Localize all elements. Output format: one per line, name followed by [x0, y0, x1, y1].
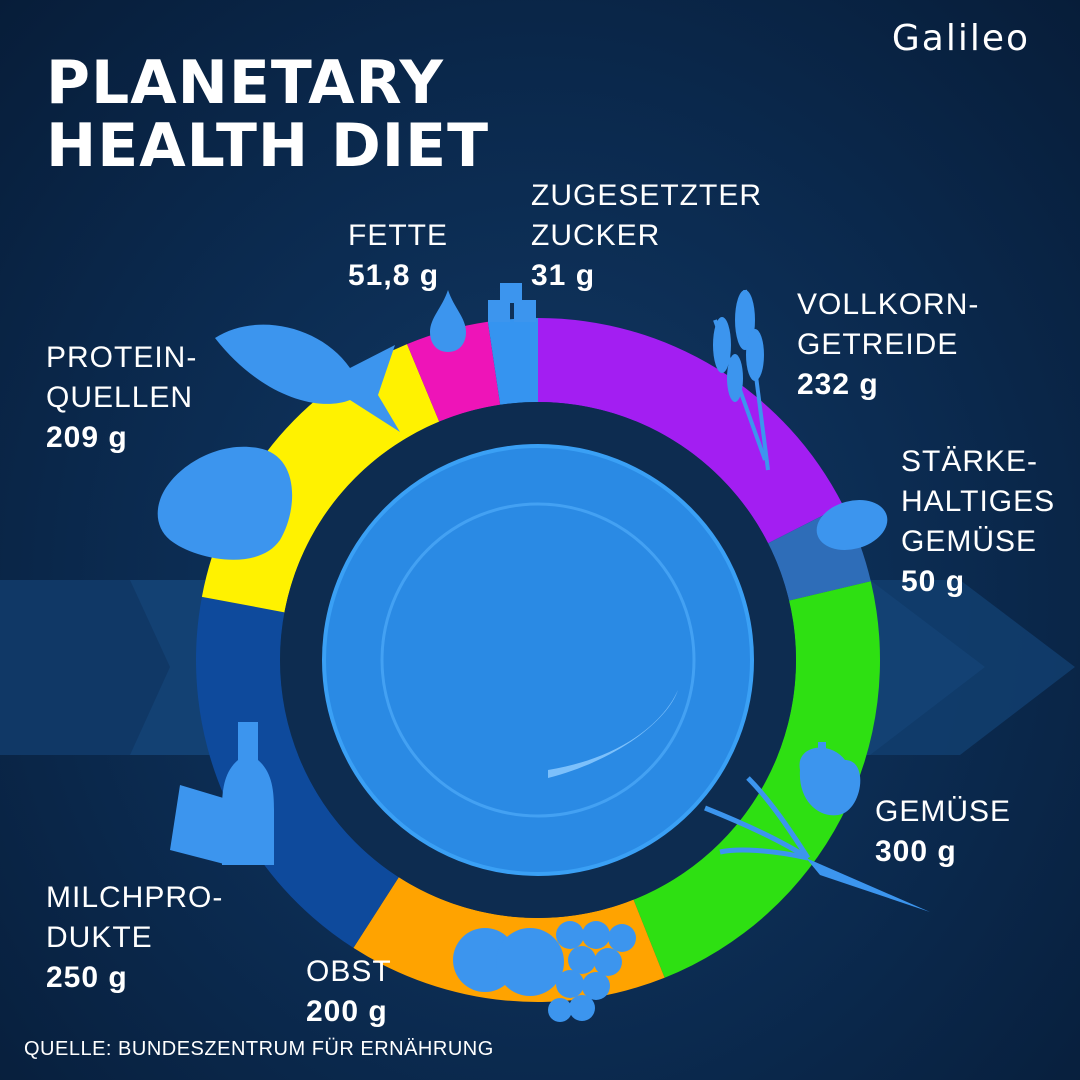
label-staerke-value: 50 g: [901, 565, 966, 598]
drop-icon: [430, 290, 466, 352]
title-line-1: PLANETARY: [46, 48, 444, 118]
label-staerke-name-1: STÄRKE-: [901, 445, 1039, 478]
label-fette: FETTE 51,8 g: [348, 216, 448, 296]
carrot-icon: [704, 776, 930, 912]
label-vollkorn: VOLLKORN- GETREIDE 232 g: [797, 285, 979, 405]
label-obst-value: 200 g: [306, 995, 388, 1028]
pepper-icon: [799, 742, 861, 816]
label-zucker: ZUGESETZTER ZUCKER 31 g: [531, 176, 762, 296]
food-icons: [157, 283, 930, 1022]
label-vollkorn-name-1: VOLLKORN-: [797, 288, 980, 321]
bottle-icon: [222, 722, 274, 865]
galileo-logo: Galileo: [891, 18, 1030, 59]
label-protein-name-2: QUELLEN: [46, 381, 194, 414]
fish-icon: [215, 324, 400, 432]
source-note: QUELLE: BUNDESZENTRUM FÜR ERNÄHRUNG: [24, 1038, 494, 1060]
label-zucker-value: 31 g: [531, 259, 596, 292]
label-protein: PROTEIN- QUELLEN 209 g: [46, 338, 197, 458]
wheat-icon: [713, 289, 770, 471]
label-vollkorn-value: 232 g: [797, 368, 879, 401]
label-milch-value: 250 g: [46, 961, 128, 994]
slice-gemuese: [633, 581, 880, 978]
apple-icon: [453, 928, 564, 996]
label-obst-name: OBST: [306, 955, 392, 988]
plate: [322, 444, 754, 876]
label-obst: OBST 200 g: [306, 952, 392, 1032]
cheese-icon: [170, 785, 230, 865]
page-title: PLANETARY HEALTH DIET: [46, 52, 489, 178]
slice-milch: [195, 596, 399, 948]
label-staerke-name-3: GEMÜSE: [901, 525, 1038, 558]
title-line-2: HEALTH DIET: [46, 111, 490, 181]
label-protein-value: 209 g: [46, 421, 128, 454]
label-milch-name-2: DUKTE: [46, 921, 153, 954]
label-gemuese-name: GEMÜSE: [875, 795, 1012, 828]
slice-vollkorn: [538, 318, 843, 544]
label-milch-name-1: MILCHPRO-: [46, 881, 224, 914]
potato-icon: [816, 500, 888, 550]
label-fette-name: FETTE: [348, 219, 448, 252]
label-milch: MILCHPRO- DUKTE 250 g: [46, 878, 223, 998]
label-staerke-name-2: HALTIGES: [901, 485, 1056, 518]
label-staerke: STÄRKE- HALTIGES GEMÜSE 50 g: [901, 442, 1055, 602]
label-fette-value: 51,8 g: [348, 259, 440, 292]
label-zucker-name-1: ZUGESETZTER: [531, 179, 763, 212]
label-gemuese-value: 300 g: [875, 835, 957, 868]
label-gemuese: GEMÜSE 300 g: [875, 792, 1011, 872]
label-zucker-name-2: ZUCKER: [531, 219, 661, 252]
label-protein-name-1: PROTEIN-: [46, 341, 198, 374]
grapes-icon: [548, 921, 636, 1022]
steak-icon: [157, 446, 293, 560]
label-vollkorn-name-2: GETREIDE: [797, 328, 959, 361]
slice-zucker: [487, 318, 538, 405]
slice-fette: [407, 321, 501, 422]
sugar-cube-icon: [488, 283, 536, 322]
